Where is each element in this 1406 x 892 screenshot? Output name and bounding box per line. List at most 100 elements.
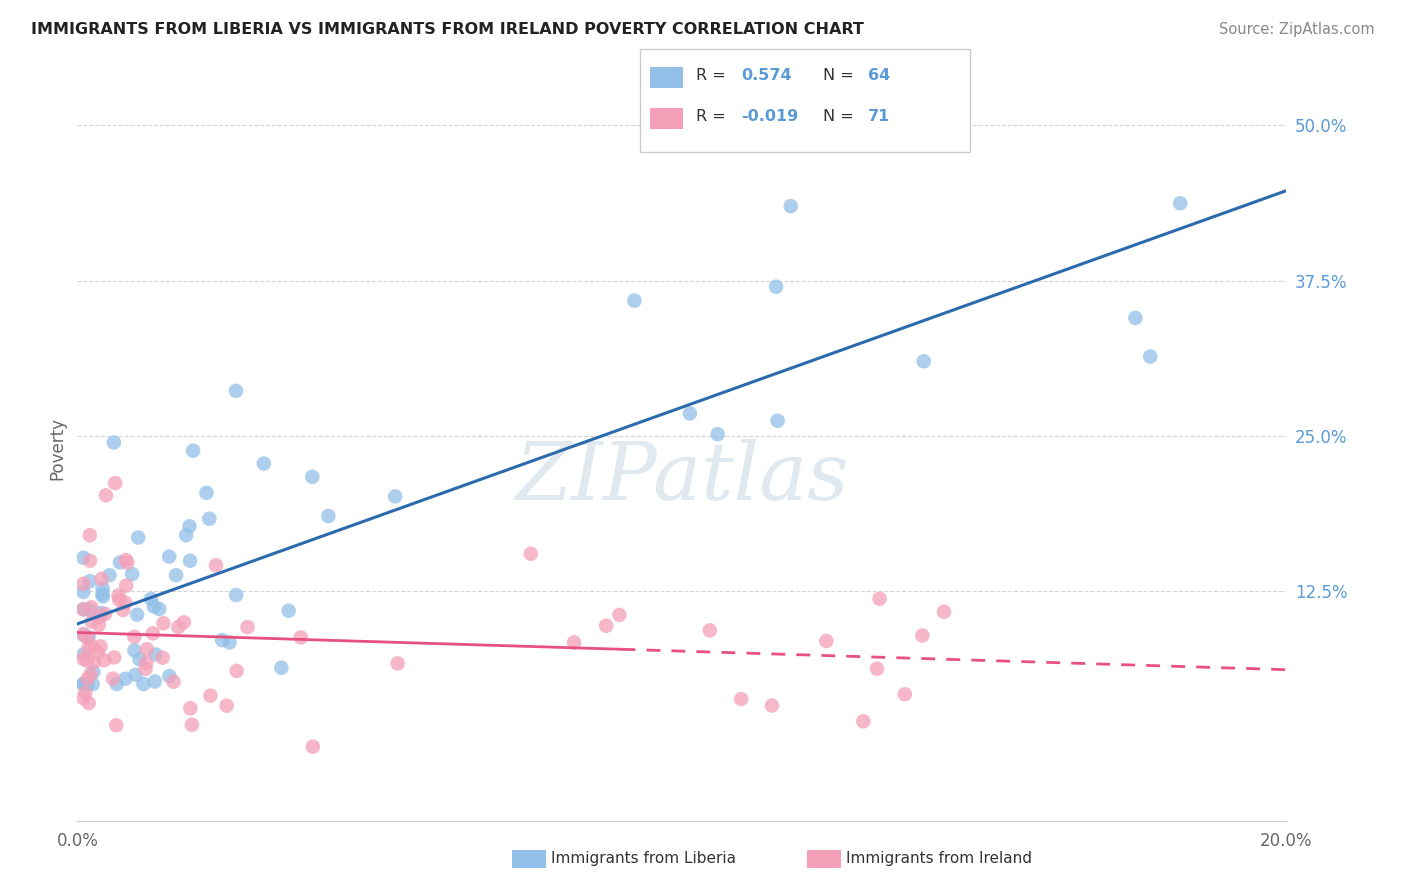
Point bbox=[623, 293, 645, 308]
Point bbox=[699, 624, 721, 638]
Point bbox=[114, 672, 136, 686]
Point bbox=[384, 490, 406, 504]
Point bbox=[139, 592, 162, 607]
Point bbox=[79, 554, 101, 568]
Point bbox=[127, 531, 149, 545]
Point bbox=[114, 596, 136, 610]
Point bbox=[105, 677, 128, 691]
Point bbox=[894, 687, 917, 701]
Point bbox=[76, 672, 98, 686]
Point bbox=[91, 582, 114, 596]
Point bbox=[145, 648, 167, 662]
Point bbox=[91, 589, 114, 603]
Point bbox=[72, 585, 94, 599]
Point bbox=[225, 384, 247, 398]
Text: -0.019: -0.019 bbox=[741, 110, 799, 124]
Point bbox=[72, 576, 94, 591]
Point bbox=[290, 631, 312, 645]
Point bbox=[932, 605, 955, 619]
Point bbox=[912, 354, 935, 368]
Point bbox=[142, 626, 165, 640]
Point bbox=[218, 635, 240, 649]
Point bbox=[89, 609, 111, 624]
Text: Source: ZipAtlas.com: Source: ZipAtlas.com bbox=[1219, 22, 1375, 37]
Point bbox=[679, 407, 702, 421]
Point bbox=[236, 620, 259, 634]
Point bbox=[79, 667, 101, 681]
Point bbox=[77, 696, 100, 710]
Point bbox=[181, 718, 204, 732]
Point bbox=[115, 578, 138, 592]
Text: ZIPatlas: ZIPatlas bbox=[515, 439, 849, 516]
Point bbox=[107, 588, 129, 602]
Point bbox=[157, 669, 180, 683]
Point bbox=[104, 476, 127, 491]
Point bbox=[90, 640, 112, 654]
Point bbox=[277, 604, 299, 618]
Point bbox=[195, 485, 218, 500]
Point bbox=[72, 691, 94, 706]
Point bbox=[77, 641, 100, 656]
Point bbox=[72, 602, 94, 616]
Point bbox=[103, 650, 125, 665]
Point bbox=[253, 457, 276, 471]
Point bbox=[562, 635, 585, 649]
Point bbox=[1168, 196, 1191, 211]
Point bbox=[77, 603, 100, 617]
Point bbox=[124, 643, 146, 657]
Point bbox=[98, 568, 121, 582]
Point bbox=[301, 470, 323, 484]
Point bbox=[815, 634, 838, 648]
Point bbox=[72, 648, 94, 662]
Point bbox=[76, 654, 98, 668]
Point bbox=[609, 607, 631, 622]
Point bbox=[87, 618, 110, 632]
Point bbox=[83, 655, 105, 669]
Point bbox=[148, 602, 170, 616]
Point bbox=[117, 556, 139, 570]
Point bbox=[101, 672, 124, 686]
Point bbox=[91, 587, 114, 601]
Point bbox=[143, 674, 166, 689]
Text: N =: N = bbox=[823, 69, 853, 83]
Point bbox=[1139, 350, 1161, 364]
Point bbox=[76, 677, 98, 691]
Point bbox=[152, 650, 174, 665]
Point bbox=[72, 602, 94, 616]
Text: Immigrants from Ireland: Immigrants from Ireland bbox=[846, 852, 1032, 866]
Point bbox=[132, 677, 155, 691]
Point bbox=[94, 488, 117, 502]
Point bbox=[211, 633, 233, 648]
Point bbox=[766, 414, 789, 428]
Point bbox=[90, 606, 112, 620]
Point bbox=[80, 615, 103, 629]
Point bbox=[387, 657, 409, 671]
Point bbox=[152, 616, 174, 631]
Point bbox=[76, 631, 98, 645]
Point bbox=[179, 519, 201, 533]
Point bbox=[72, 652, 94, 666]
Point bbox=[93, 653, 115, 667]
Point bbox=[174, 528, 197, 542]
Point bbox=[103, 435, 125, 450]
Point bbox=[108, 592, 131, 607]
Point bbox=[76, 677, 98, 691]
Point bbox=[82, 677, 104, 691]
Text: R =: R = bbox=[696, 110, 725, 124]
Point bbox=[94, 607, 117, 621]
Point bbox=[115, 553, 138, 567]
Point bbox=[135, 656, 157, 670]
Point bbox=[198, 512, 221, 526]
Text: 71: 71 bbox=[868, 110, 890, 124]
Point bbox=[765, 279, 787, 293]
Point bbox=[90, 572, 112, 586]
Point bbox=[72, 627, 94, 641]
Point bbox=[79, 528, 101, 542]
Point bbox=[105, 718, 128, 732]
Point bbox=[87, 645, 110, 659]
Text: Immigrants from Liberia: Immigrants from Liberia bbox=[551, 852, 737, 866]
Point bbox=[135, 642, 157, 657]
Point bbox=[128, 652, 150, 666]
Point bbox=[82, 665, 104, 680]
Point bbox=[318, 509, 340, 524]
